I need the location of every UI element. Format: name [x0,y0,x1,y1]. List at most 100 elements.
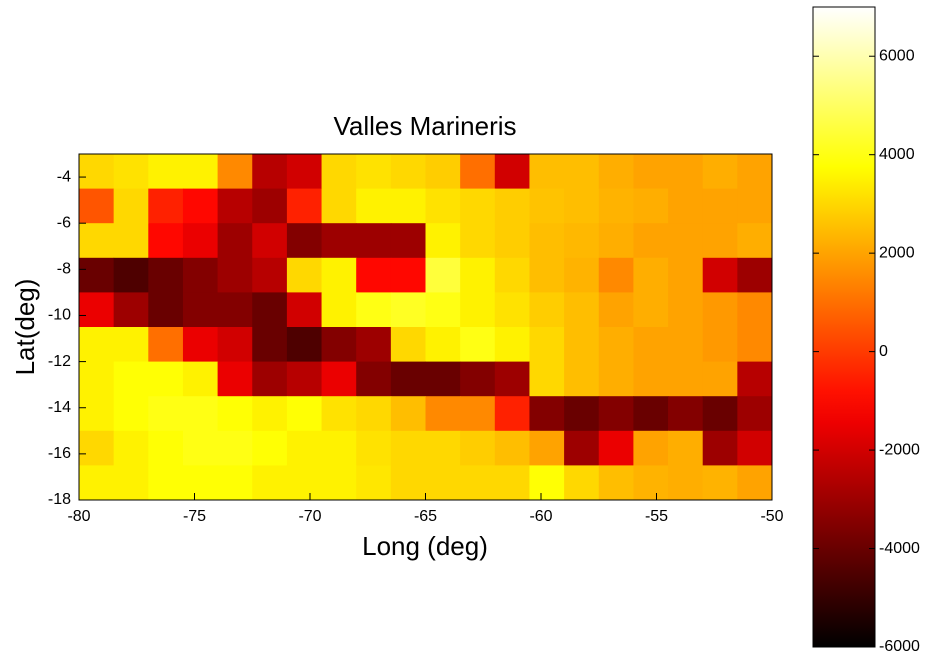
heatmap-cell [148,465,183,500]
heatmap-cell [252,362,287,397]
heatmap-cell [495,431,530,466]
heatmap-cell [633,465,668,500]
heatmap-cell [183,223,218,258]
heatmap-cell [114,362,149,397]
heatmap-cell [183,362,218,397]
heatmap-cell [633,362,668,397]
heatmap-cell [495,362,530,397]
heatmap-cell [599,292,634,327]
heatmap-cell [495,465,530,500]
heatmap-cell [322,292,357,327]
heatmap-cell [599,189,634,224]
heatmap-cell [737,431,772,466]
colorbar-tick-label: 4000 [879,146,915,163]
heatmap-cell [426,362,461,397]
heatmap-cell [79,396,114,431]
heatmap-cells [79,154,773,501]
heatmap-cell [183,465,218,500]
x-tick-label: -50 [760,508,783,525]
heatmap-cell [252,258,287,293]
heatmap-cell [114,258,149,293]
heatmap-cell [495,223,530,258]
heatmap-cell [460,189,495,224]
heatmap-cell [495,189,530,224]
heatmap-cell [183,327,218,362]
heatmap-cell [460,431,495,466]
heatmap-cell [703,223,738,258]
heatmap-cell [495,154,530,189]
heatmap-cell [599,327,634,362]
heatmap-cell [703,154,738,189]
heatmap-cell [529,292,564,327]
heatmap-cell [79,189,114,224]
heatmap-cell [703,362,738,397]
y-tick-label: -10 [48,307,71,324]
heatmap-cell [287,465,322,500]
heatmap-cell [148,258,183,293]
heatmap-cell [148,223,183,258]
heatmap-cell [79,327,114,362]
heatmap-cell [148,431,183,466]
heatmap-cell [391,465,426,500]
heatmap-cell [529,223,564,258]
heatmap-cell [564,362,599,397]
heatmap-cell [599,431,634,466]
heatmap-cell [322,396,357,431]
heatmap-cell [599,362,634,397]
heatmap-cell [114,431,149,466]
heatmap-cell [252,223,287,258]
heatmap-cell [668,258,703,293]
heatmap-cell [252,189,287,224]
heatmap-cell [287,431,322,466]
heatmap-cell [426,431,461,466]
heatmap-cell [737,189,772,224]
heatmap-cell [703,396,738,431]
x-tick-label: -75 [183,508,206,525]
heatmap-cell [218,465,253,500]
heatmap-cell [218,189,253,224]
heatmap-cell [668,362,703,397]
heatmap-cell [633,189,668,224]
heatmap-cell [218,362,253,397]
heatmap-cell [252,396,287,431]
heatmap-cell [599,258,634,293]
colorbar-tick-label: 0 [879,343,888,360]
heatmap-cell [322,223,357,258]
heatmap-cell [148,189,183,224]
heatmap-cell [322,362,357,397]
x-tick-label: -55 [645,508,668,525]
heatmap-cell [495,292,530,327]
heatmap-cell [218,396,253,431]
heatmap-cell [426,465,461,500]
heatmap-cell [564,223,599,258]
heatmap-cell [529,258,564,293]
heatmap-cell [737,362,772,397]
heatmap-cell [356,465,391,500]
heatmap-cell [460,258,495,293]
heatmap-cell [426,327,461,362]
chart: Valles Marineris Long (deg) Lat(deg) -80… [0,0,932,661]
heatmap-cell [529,362,564,397]
heatmap-cell [737,327,772,362]
heatmap-cell [356,327,391,362]
heatmap-cell [426,189,461,224]
heatmap-cell [633,327,668,362]
heatmap-cell [356,258,391,293]
heatmap-cell [252,154,287,189]
heatmap-cell [114,223,149,258]
heatmap-cell [703,189,738,224]
heatmap-cell [460,292,495,327]
x-tick-label: -70 [298,508,321,525]
heatmap-cell [564,327,599,362]
heatmap-cell [564,154,599,189]
heatmap-cell [391,327,426,362]
heatmap-cell [460,465,495,500]
heatmap-cell [564,189,599,224]
heatmap-cell [114,396,149,431]
heatmap-cell [287,223,322,258]
x-tick-label: -65 [414,508,437,525]
heatmap-cell [633,396,668,431]
y-axis-label: Lat(deg) [10,279,40,376]
x-tick-label: -80 [67,508,90,525]
heatmap-cell [218,431,253,466]
